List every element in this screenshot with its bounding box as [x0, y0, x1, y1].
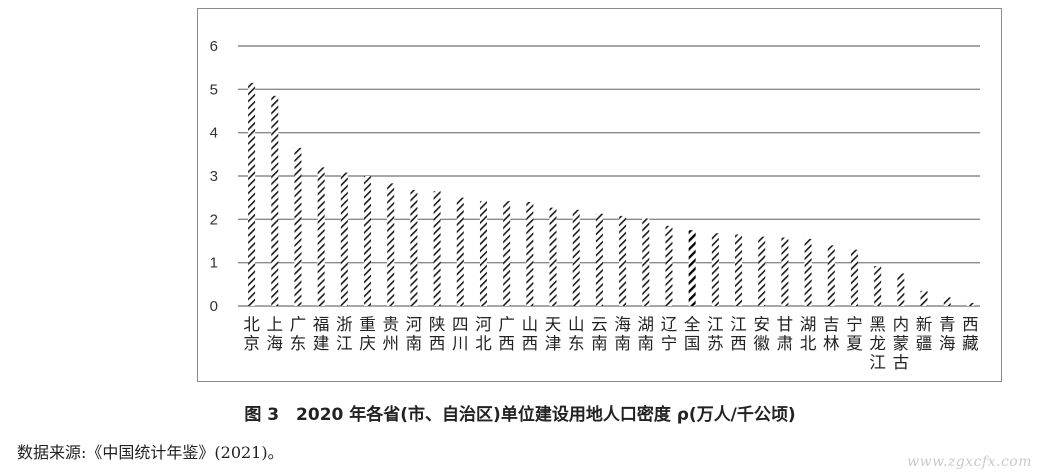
- category-label: 浙江: [336, 315, 353, 353]
- category-label: 四川: [452, 315, 469, 353]
- bar-31: [943, 297, 951, 306]
- bar-16: [595, 213, 603, 306]
- bar-11: [479, 201, 487, 306]
- category-label: 贵州: [382, 315, 399, 353]
- y-tick-label: 3: [210, 168, 218, 185]
- category-label: 重庆: [359, 315, 376, 353]
- bar-3: [294, 147, 302, 306]
- category-label: 湖北: [799, 315, 817, 353]
- category-label: 江苏: [707, 315, 724, 353]
- bar-24: [781, 237, 789, 306]
- bar-7: [387, 183, 395, 306]
- bar-17: [619, 215, 627, 306]
- category-label: 全国: [683, 315, 701, 353]
- y-tick-label: 4: [210, 125, 218, 142]
- category-label: 北京: [243, 315, 260, 353]
- category-label: 福建: [312, 315, 330, 353]
- bar-9: [433, 191, 441, 306]
- category-label: 河北: [475, 315, 492, 353]
- bar-28: [874, 266, 882, 306]
- bar-2: [271, 95, 279, 306]
- category-label: 新疆: [915, 315, 933, 353]
- category-label: 陕西: [428, 315, 446, 353]
- bar-27: [850, 249, 858, 306]
- bar-chart-plot: 0 1 2 3 4 5 6: [210, 38, 980, 315]
- source-note: 数据来源:《中国统计年鉴》(2021)。: [17, 443, 284, 462]
- bars: [248, 82, 974, 306]
- category-label: 青海: [938, 315, 956, 353]
- category-label: 西藏: [962, 315, 979, 353]
- bar-5: [340, 172, 348, 306]
- bar-15: [572, 209, 580, 306]
- y-tick-label: 1: [210, 255, 218, 272]
- bar-10: [456, 197, 464, 306]
- category-label: 黑龙江: [869, 315, 886, 372]
- category-label: 天津: [544, 315, 562, 353]
- category-label: 内蒙古: [892, 315, 910, 372]
- bar-32: [966, 302, 974, 306]
- category-label: 安徽: [753, 315, 770, 353]
- bar-29: [897, 273, 905, 306]
- category-label: 河南: [405, 315, 423, 353]
- bar-21: [711, 233, 719, 306]
- category-label: 山东: [567, 315, 585, 353]
- bar-30: [920, 290, 928, 306]
- bar-22: [735, 234, 743, 306]
- gridlines: [238, 45, 980, 307]
- bar-25: [804, 238, 812, 306]
- bar-13: [526, 202, 534, 306]
- chart-frame: 0 1 2 3 4 5 6 北京 上海 广东 福建 浙江 重庆 贵州 河南 陕西 四川 河北 广西 山西 天津 山东 云南…: [197, 8, 1002, 382]
- bar-12: [503, 201, 511, 306]
- bar-6: [364, 176, 372, 306]
- category-label: 山西: [521, 315, 539, 353]
- y-tick-label: 5: [210, 81, 218, 98]
- bar-23: [758, 236, 766, 306]
- category-label: 吉林: [823, 315, 840, 353]
- bar-18: [642, 218, 650, 306]
- category-label: 江西: [730, 315, 747, 353]
- watermark: www.zgxcfx.com: [907, 454, 1032, 470]
- y-tick-label: 2: [210, 211, 218, 228]
- category-label: 海南: [614, 315, 631, 353]
- bar-20: [688, 230, 696, 306]
- bar-4: [317, 167, 325, 306]
- category-label: 云南: [591, 315, 608, 353]
- bar-14: [549, 207, 557, 306]
- figure-caption: 图 3 2020 年各省(市、自治区)单位建设用地人口密度 ρ(万人/千公顷): [244, 405, 796, 425]
- y-tick-label: 6: [210, 38, 218, 55]
- category-label: 广西: [498, 315, 515, 353]
- category-label: 辽宁: [660, 315, 678, 353]
- category-label: 广东: [289, 315, 307, 353]
- category-label: 甘肃: [776, 315, 794, 353]
- category-label: 上海: [266, 315, 284, 353]
- bar-8: [410, 189, 418, 306]
- y-tick-label: 0: [210, 298, 218, 315]
- bar-26: [827, 245, 835, 306]
- y-axis-ticks: 0 1 2 3 4 5 6: [210, 38, 218, 315]
- category-label: 湖南: [637, 315, 655, 353]
- bar-19: [665, 225, 673, 306]
- bar-1: [248, 82, 256, 306]
- category-label: 宁夏: [846, 315, 863, 353]
